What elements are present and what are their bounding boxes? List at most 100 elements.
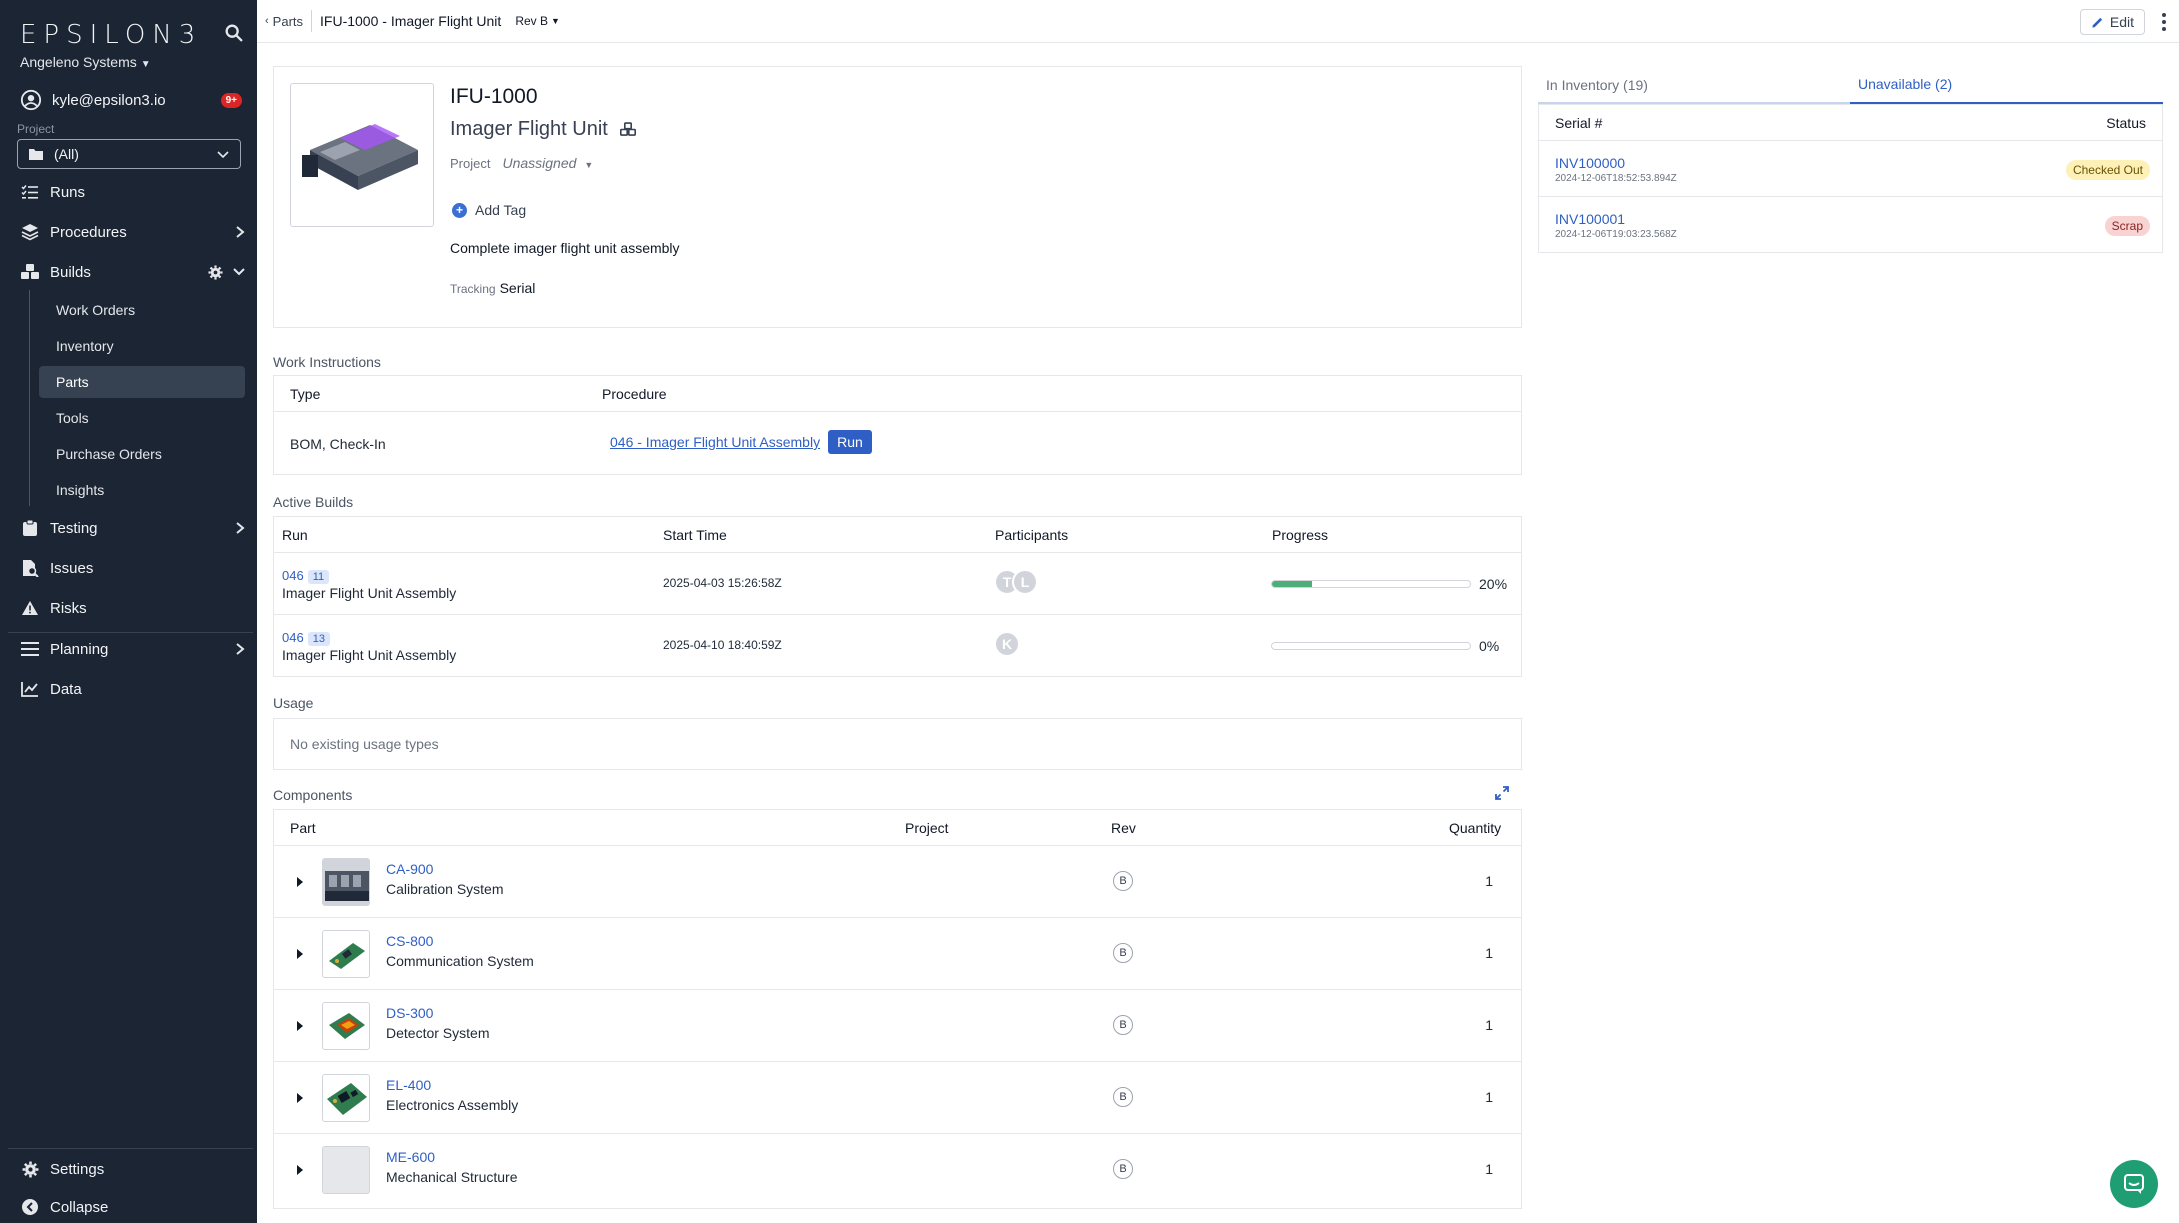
- more-vertical-icon[interactable]: [2161, 12, 2167, 32]
- expand-row-icon[interactable]: [297, 1021, 303, 1031]
- col-participants: Participants: [995, 527, 1069, 543]
- nav-testing-label: Testing: [50, 519, 98, 537]
- list-check-icon: [20, 182, 40, 202]
- nav-data[interactable]: Data: [20, 674, 245, 704]
- nav-runs[interactable]: Runs: [20, 177, 245, 207]
- table-row[interactable]: CS-800 Communication System B 1: [274, 918, 1521, 990]
- progress-label: 20%: [1479, 576, 1508, 592]
- nav-planning[interactable]: Planning: [20, 634, 245, 664]
- run-start-time: 2025-04-10 18:40:59Z: [663, 638, 782, 652]
- component-part-link[interactable]: DS-300: [386, 1005, 434, 1021]
- expand-row-icon[interactable]: [297, 1093, 303, 1103]
- communication-system-image: [329, 943, 365, 969]
- serial-link[interactable]: INV100001: [1555, 211, 1626, 227]
- nav-runs-label: Runs: [50, 183, 86, 201]
- chat-support-button[interactable]: [2110, 1160, 2158, 1208]
- component-part-link[interactable]: ME-600: [386, 1149, 436, 1165]
- component-part-link[interactable]: EL-400: [386, 1077, 432, 1093]
- col-type: Type: [290, 386, 321, 402]
- electronics-assembly-image: [327, 1083, 367, 1115]
- nav-work-orders[interactable]: Work Orders: [56, 302, 136, 318]
- nav-inventory[interactable]: Inventory: [56, 338, 114, 354]
- component-name: Electronics Assembly: [386, 1097, 519, 1113]
- edit-button[interactable]: Edit: [2079, 9, 2145, 35]
- chevron-right-icon: [236, 226, 245, 238]
- nav-tools[interactable]: Tools: [56, 410, 89, 426]
- part-number: IFU-1000: [450, 85, 538, 108]
- run-id[interactable]: 046: [282, 630, 304, 645]
- revision-dropdown[interactable]: Rev B ▼: [515, 14, 560, 28]
- component-thumbnail: [322, 1074, 370, 1122]
- table-row[interactable]: 046 13 Imager Flight Unit Assembly 2025-0…: [274, 615, 1521, 677]
- part-project-dropdown[interactable]: Unassigned ▼: [502, 155, 593, 171]
- layers-icon: [20, 222, 40, 242]
- run-cell: 046 13 Imager Flight Unit Assembly: [282, 629, 456, 663]
- user-menu[interactable]: kyle@epsilon3.io 9+: [20, 86, 242, 114]
- serial-date: 2024-12-06T19:03:23.568Z: [1555, 229, 1677, 240]
- project-filter-select[interactable]: (All): [17, 139, 241, 169]
- folder-icon: [29, 149, 43, 160]
- table-row[interactable]: CA-900 Calibration System B 1: [274, 846, 1521, 918]
- col-part: Part: [290, 820, 316, 836]
- add-tag-button[interactable]: + Add Tag: [452, 202, 526, 218]
- table-row[interactable]: INV100000 2024-12-06T18:52:53.894Z Check…: [1539, 141, 2162, 197]
- avatar[interactable]: K: [994, 631, 1020, 657]
- component-quantity: 1: [1485, 1017, 1493, 1033]
- rev-badge: B: [1113, 1015, 1133, 1035]
- app-logo[interactable]: EPSILON3: [20, 20, 203, 50]
- gear-icon[interactable]: [208, 264, 223, 280]
- part-description: Complete imager flight unit assembly: [450, 240, 680, 256]
- rev-badge: B: [1113, 1159, 1133, 1179]
- nav-procedures[interactable]: Procedures: [20, 217, 245, 247]
- serial-link[interactable]: INV100000: [1555, 155, 1626, 171]
- builds-submenu-line: [29, 290, 30, 506]
- table-row[interactable]: EL-400 Electronics Assembly B 1: [274, 1062, 1521, 1134]
- nav-parts[interactable]: Parts: [39, 366, 245, 398]
- nav-builds[interactable]: Builds: [20, 257, 245, 287]
- nav-purchase-orders[interactable]: Purchase Orders: [56, 446, 162, 462]
- caret-down-icon: ▼: [551, 16, 560, 26]
- run-button[interactable]: Run: [828, 430, 872, 454]
- table-row[interactable]: ME-600 Mechanical Structure B 1: [274, 1134, 1521, 1206]
- detector-system-image: [329, 1013, 365, 1039]
- expand-row-icon[interactable]: [297, 1165, 303, 1175]
- notification-badge[interactable]: 9+: [220, 92, 242, 108]
- expand-row-icon[interactable]: [297, 949, 303, 959]
- rev-badge: B: [1113, 1087, 1133, 1107]
- nav-procedures-label: Procedures: [50, 223, 127, 241]
- nav-collapse[interactable]: Collapse: [20, 1192, 245, 1222]
- table-row[interactable]: 046 11 Imager Flight Unit Assembly 2025-0…: [274, 553, 1521, 615]
- part-project-value: Unassigned: [502, 155, 577, 171]
- work-instructions-table: Type Procedure BOM, Check-In 046 - Image…: [273, 375, 1522, 475]
- component-thumbnail: [322, 1002, 370, 1050]
- breadcrumb-back[interactable]: ‹ Parts: [265, 14, 303, 29]
- component-part-link[interactable]: CS-800: [386, 933, 434, 949]
- status-badge: Checked Out: [2065, 160, 2150, 180]
- table-row[interactable]: INV100001 2024-12-06T19:03:23.568Z Scrap: [1539, 197, 2162, 253]
- nav-insights[interactable]: Insights: [56, 482, 105, 498]
- tab-unavailable[interactable]: Unavailable (2): [1850, 66, 2163, 104]
- component-part-link[interactable]: CA-900: [386, 861, 434, 877]
- table-header: Run Start Time Participants Progress: [274, 517, 1521, 553]
- run-id[interactable]: 046: [282, 568, 304, 583]
- participants: K: [994, 631, 1020, 657]
- expand-icon[interactable]: [1494, 785, 1510, 801]
- org-switcher[interactable]: Angeleno Systems ▼: [20, 54, 151, 70]
- avatar[interactable]: L: [1012, 569, 1038, 595]
- part-name: Imager Flight Unit: [450, 118, 608, 140]
- tab-in-inventory[interactable]: In Inventory (19): [1546, 77, 1648, 93]
- gear-icon: [20, 1159, 40, 1179]
- part-image[interactable]: [290, 83, 434, 227]
- caret-down-icon: ▼: [584, 160, 594, 170]
- nav-testing[interactable]: Testing: [20, 513, 245, 543]
- search-icon[interactable]: [223, 22, 245, 44]
- expand-row-icon[interactable]: [297, 877, 303, 887]
- wi-type: BOM, Check-In: [290, 436, 386, 452]
- table-row[interactable]: DS-300 Detector System B 1: [274, 990, 1521, 1062]
- usage-empty-text: No existing usage types: [290, 736, 439, 752]
- nav-issues[interactable]: Issues: [20, 553, 245, 583]
- nav-risks[interactable]: Risks: [20, 593, 245, 623]
- procedure-link[interactable]: 046 - Imager Flight Unit Assembly: [610, 434, 821, 450]
- run-name: Imager Flight Unit Assembly: [282, 647, 457, 663]
- nav-settings[interactable]: Settings: [20, 1154, 245, 1184]
